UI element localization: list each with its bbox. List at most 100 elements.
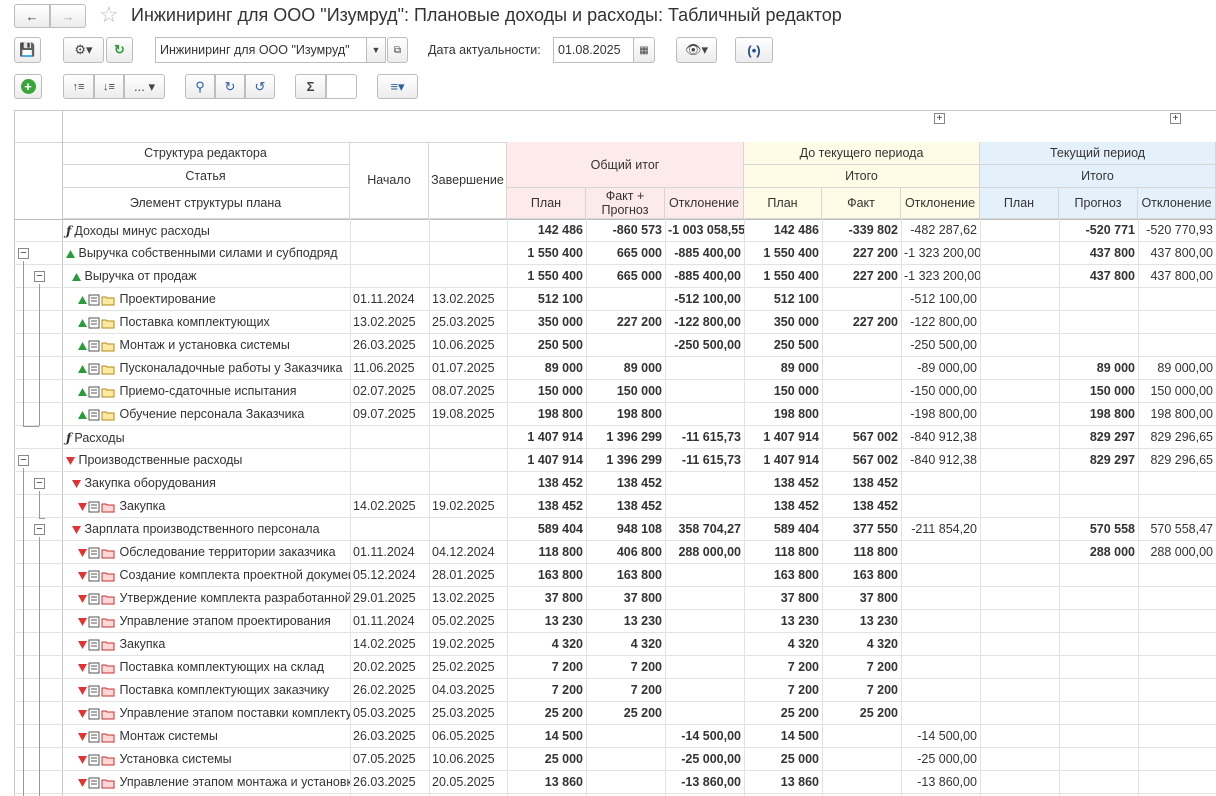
settings-button[interactable]: ⚙▾ [63, 37, 104, 63]
value-cell: -860 573 [612, 223, 662, 237]
row-name: Монтаж системы [62, 725, 350, 748]
value-cell: 138 452 [616, 476, 662, 490]
value-cell: 138 452 [773, 476, 819, 490]
value-cell: -840 912,38 [910, 453, 977, 467]
table-row[interactable]: Управление этапом поставки комплектую 05.… [14, 702, 1216, 725]
table-row[interactable]: Монтаж системы 26.03.2025 06.05.2025 14 500… [14, 725, 1216, 748]
table-row[interactable]: − Зарплата производственного персонала 58… [14, 518, 1216, 541]
value-cell: -211 854,20 [911, 522, 977, 536]
table-row[interactable]: Закупка 14.02.2025 19.02.2025 4 320 4 320 4 3… [14, 633, 1216, 656]
date-cell: 26.03.2025 [353, 775, 416, 789]
table-row[interactable]: − Закупка оборудования 138 452 138 452 138 … [14, 472, 1216, 495]
organization-field[interactable]: Инжиниринг для ООО "Изумруд" [155, 37, 367, 63]
table-row[interactable]: − Выручка от продаж 1 550 400 665 000 -885 … [14, 265, 1216, 288]
table-row[interactable]: − Производственные расходы 1 407 914 1 396… [14, 449, 1216, 472]
row-name-text: Управление этапом проектирования [119, 614, 331, 628]
save-button[interactable]: 💾 [14, 37, 41, 63]
value-cell: 7 200 [630, 683, 662, 697]
search-prev-button[interactable]: ↺ [245, 74, 275, 99]
table-row[interactable]: Обследование территории заказчика 01.11.2… [14, 541, 1216, 564]
value-cell: -1 003 058,55 [668, 223, 744, 237]
column-line [586, 219, 587, 796]
row-name-text: Создание комплекта проектной докумен [119, 568, 350, 582]
column-header: Элемент структуры плана [62, 188, 350, 219]
add-button[interactable]: + [14, 74, 42, 99]
value-cell: -122 800,00 [910, 315, 977, 329]
date-field[interactable]: 01.08.2025 [553, 37, 634, 63]
table-row[interactable]: Поставка комплектующих на склад 20.02.202… [14, 656, 1216, 679]
table-row[interactable]: Пусконаладочные работы у Заказчика 11.06.… [14, 357, 1216, 380]
row-name: Проектирование [62, 288, 350, 311]
table-row[interactable]: Поставка комплектующих 13.02.2025 25.03.20… [14, 311, 1216, 334]
value-cell: 198 800 [773, 407, 819, 421]
row-name: Закупка [62, 633, 350, 656]
organization-open[interactable]: ⧉ [387, 37, 408, 63]
value-cell: 138 452 [537, 476, 583, 490]
table-row[interactable]: Утверждение комплекта разработанной 29.01… [14, 587, 1216, 610]
table-row[interactable]: Проектирование 01.11.2024 13.02.2025 512 10… [14, 288, 1216, 311]
sum-toggle[interactable] [326, 74, 357, 99]
tree-toggle[interactable]: − [18, 248, 29, 259]
value-cell: 150 000 [537, 384, 583, 398]
tree-toggle[interactable]: − [34, 524, 45, 535]
value-cell: 198 800,00 [1150, 407, 1213, 421]
value-cell: 89 000 [1096, 361, 1135, 375]
table-row[interactable]: − Выручка собственными силами и субподря… [14, 242, 1216, 265]
more-button[interactable]: ... ▾ [124, 74, 165, 99]
column-header: Структура редактора [62, 142, 350, 165]
organization-dropdown[interactable]: ▼ [366, 37, 386, 63]
sort-desc-button[interactable]: ↓≡ [94, 74, 124, 99]
forward-button[interactable]: → [50, 4, 86, 28]
sort-asc-button[interactable]: ↑≡ [63, 74, 94, 99]
value-cell: 13 860 [544, 775, 583, 789]
value-cell: 1 550 400 [527, 246, 583, 260]
value-cell: 7 200 [630, 660, 662, 674]
refresh-button[interactable]: ↻ [106, 37, 133, 63]
table-row[interactable]: ƒ Доходы минус расходы 142 486 -860 573 -1 0… [14, 219, 1216, 242]
value-cell: 350 000 [773, 315, 819, 329]
favorite-star[interactable]: ☆ [99, 2, 119, 27]
value-cell: 288 000,00 [678, 545, 741, 559]
value-cell: 4 320 [866, 637, 898, 651]
sum-button[interactable]: Σ [295, 74, 326, 99]
date-cell: 13.02.2025 [432, 591, 495, 605]
back-button[interactable]: ← [14, 4, 50, 28]
tree-toggle[interactable]: − [34, 478, 45, 489]
search-next-button[interactable]: ↻ [215, 74, 245, 99]
table-row[interactable]: Закупка 14.02.2025 19.02.2025 138 452 138 45… [14, 495, 1216, 518]
value-cell: 437 800,00 [1150, 246, 1213, 260]
table-row[interactable]: Управление этапом монтажа и установки 26.… [14, 771, 1216, 794]
more-label: ... [134, 79, 145, 94]
table-row[interactable]: Поставка комплектующих заказчику 26.02.20… [14, 679, 1216, 702]
table-row[interactable]: Обучение персонала Заказчика 09.07.2025 19… [14, 403, 1216, 426]
row-name-text: Монтаж системы [119, 729, 218, 743]
table-row[interactable]: Установка системы 07.05.2025 10.06.2025 25 … [14, 748, 1216, 771]
row-name-text: Монтаж и установка системы [119, 338, 290, 352]
table-row[interactable]: Создание комплекта проектной докумен 05.1… [14, 564, 1216, 587]
view-button[interactable]: 👁▾ [676, 37, 717, 63]
table-row[interactable]: Управление этапом проектирования 01.11.20… [14, 610, 1216, 633]
row-name-text: Поставка комплектующих [119, 315, 270, 329]
column-line [1059, 219, 1060, 796]
value-cell: 512 100 [773, 292, 819, 306]
expand-icon[interactable]: + [934, 113, 945, 124]
table-row[interactable]: ƒ Расходы 1 407 914 1 396 299 -11 615,73 1 40… [14, 426, 1216, 449]
table-row[interactable]: Монтаж и установка системы 26.03.2025 10.0… [14, 334, 1216, 357]
row-name-text: Приемо-сдаточные испытания [119, 384, 297, 398]
table-row[interactable]: Приемо-сдаточные испытания 02.07.2025 08.0… [14, 380, 1216, 403]
value-cell: 198 800 [1089, 407, 1135, 421]
value-cell: -198 800,00 [910, 407, 977, 421]
value-cell: -89 000,00 [917, 361, 977, 375]
tree-toggle[interactable]: − [34, 271, 45, 282]
search-button[interactable]: ⚲ [185, 74, 215, 99]
row-name-text: Поставка комплектующих заказчику [119, 683, 330, 697]
value-cell: -1 323 200,00 [904, 246, 980, 260]
calendar-button[interactable]: ▦ [633, 37, 655, 63]
tree-toggle[interactable]: − [18, 455, 29, 466]
expand-icon[interactable]: + [1170, 113, 1181, 124]
value-cell: 163 800 [773, 568, 819, 582]
value-cell: 150 000 [773, 384, 819, 398]
column-line [980, 219, 981, 796]
connect-button[interactable]: (•) [735, 37, 773, 63]
filter-button[interactable]: ≡▾ [377, 74, 418, 99]
